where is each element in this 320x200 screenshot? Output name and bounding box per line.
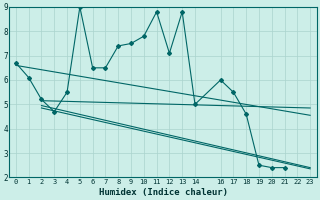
X-axis label: Humidex (Indice chaleur): Humidex (Indice chaleur)	[99, 188, 228, 197]
